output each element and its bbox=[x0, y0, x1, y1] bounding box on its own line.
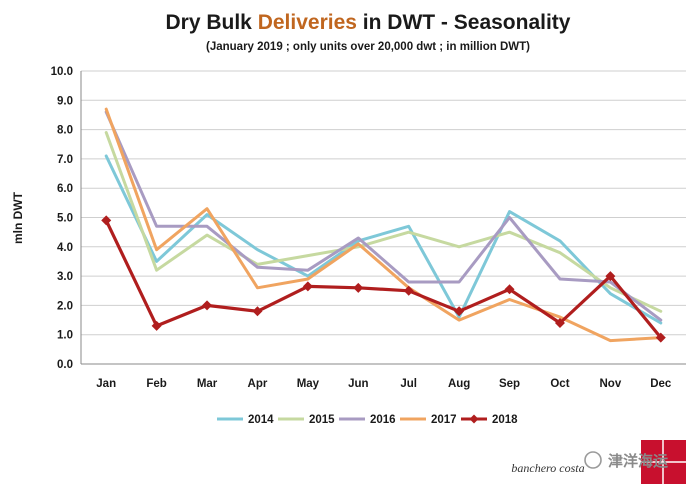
data-point-2018 bbox=[605, 271, 616, 282]
chart-subtitle: (January 2019 ; only units over 20,000 d… bbox=[206, 41, 530, 53]
x-tick-label: Mar bbox=[197, 378, 218, 390]
legend-label-2017[interactable]: 2017 bbox=[431, 414, 457, 426]
data-point-2018 bbox=[504, 284, 515, 295]
wechat-icon bbox=[584, 451, 602, 469]
chart-title-part-3: in DWT - Seasonality bbox=[357, 11, 571, 34]
y-tick-label: 9.0 bbox=[57, 95, 73, 107]
data-point-2018 bbox=[101, 215, 112, 226]
y-tick-label: 4.0 bbox=[57, 242, 73, 254]
data-point-2018 bbox=[353, 282, 364, 293]
series-line-2016 bbox=[104, 110, 663, 322]
y-tick-label: 3.0 bbox=[57, 271, 73, 283]
wechat-watermark: 津洋海运 bbox=[584, 451, 668, 470]
data-point-2018 bbox=[454, 306, 465, 317]
chart-title-accent: Deliveries bbox=[258, 11, 357, 34]
y-tick-label: 0.0 bbox=[57, 359, 73, 371]
gridlines bbox=[81, 70, 686, 336]
x-tick-label: Apr bbox=[248, 378, 268, 390]
legend-label-2018[interactable]: 2018 bbox=[492, 414, 518, 426]
series-lines bbox=[101, 107, 666, 343]
x-tick-label: Jan bbox=[96, 378, 116, 390]
y-tick-label: 6.0 bbox=[57, 183, 73, 195]
legend-label-2015[interactable]: 2015 bbox=[309, 414, 335, 426]
series-line-2014 bbox=[104, 154, 663, 325]
y-tick-label: 7.0 bbox=[57, 154, 73, 166]
x-tick-label: Jul bbox=[400, 378, 417, 390]
x-tick-label: Dec bbox=[650, 378, 672, 390]
data-point-2018 bbox=[252, 306, 263, 317]
series-line-2018 bbox=[104, 218, 663, 340]
series-line-2017 bbox=[104, 107, 663, 343]
axes bbox=[80, 71, 686, 365]
x-tick-label: Feb bbox=[146, 378, 166, 390]
x-tick-label: Aug bbox=[448, 378, 470, 390]
banchero-costa-logo: banchero costa bbox=[511, 440, 686, 484]
data-point-2018 bbox=[403, 285, 414, 296]
watermark-text: 津洋海运 bbox=[608, 452, 668, 470]
x-tick-label: Oct bbox=[550, 378, 569, 390]
series-line-2015 bbox=[104, 131, 663, 313]
data-point-2018 bbox=[302, 281, 313, 292]
chart-title: Dry Bulk Deliveries in DWT - Seasonality bbox=[166, 11, 571, 34]
x-tick-labels: Jan Feb Mar Apr May Jun Jul Aug Sep Oct Nov Dec bbox=[96, 378, 672, 390]
x-tick-label: May bbox=[297, 378, 320, 390]
y-tick-label: 5.0 bbox=[57, 213, 73, 225]
brand-name: banchero costa bbox=[511, 461, 584, 475]
y-tick-label: 1.0 bbox=[57, 330, 73, 342]
data-point-2018 bbox=[151, 320, 162, 331]
x-tick-label: Jun bbox=[348, 378, 368, 390]
y-tick-labels: 0.0 1.0 2.0 3.0 4.0 5.0 6.0 7.0 8.0 9.0 10.0 bbox=[51, 66, 73, 371]
x-tick-label: Sep bbox=[499, 378, 520, 390]
data-point-2018 bbox=[202, 300, 213, 311]
legend-marker-2018 bbox=[469, 414, 479, 424]
chart-title-part-1: Dry Bulk bbox=[166, 11, 258, 34]
y-tick-label: 2.0 bbox=[57, 300, 73, 312]
y-tick-label: 8.0 bbox=[57, 125, 73, 137]
data-point-2018 bbox=[655, 332, 666, 343]
legend[interactable]: 2014 2015 2016 2017 2018 bbox=[217, 414, 518, 426]
y-axis-label: mln DWT bbox=[11, 191, 25, 244]
x-tick-label: Nov bbox=[600, 378, 622, 390]
legend-label-2014[interactable]: 2014 bbox=[248, 414, 274, 426]
legend-label-2016[interactable]: 2016 bbox=[370, 414, 396, 426]
y-tick-label: 10.0 bbox=[51, 66, 73, 78]
data-point-2018 bbox=[554, 317, 565, 328]
